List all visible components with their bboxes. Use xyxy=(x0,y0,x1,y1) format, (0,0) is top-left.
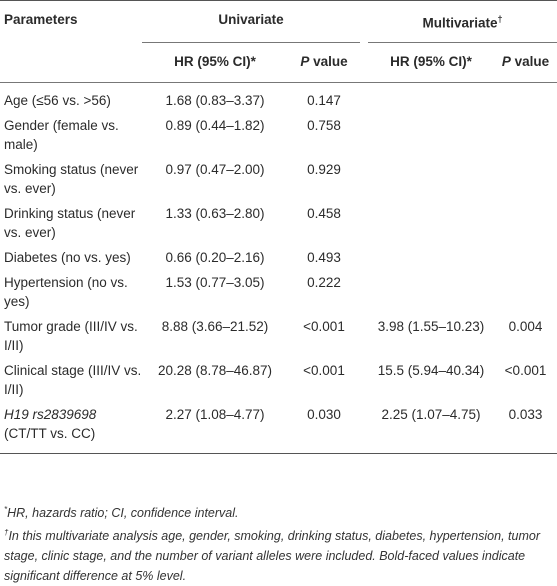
univariate-header: Univariate xyxy=(142,0,360,43)
footnote-1: *HR, hazards ratio; CI, confidence inter… xyxy=(4,505,239,521)
uni-p-header: P value xyxy=(288,42,360,83)
multivariate-header: Multivariate† xyxy=(368,0,557,43)
row-parameter: Gender (female vs. male) xyxy=(4,118,119,152)
uni-hr-cell: 1.68 (0.83–3.37) xyxy=(165,93,265,108)
row-parameter: Drinking status (never vs. ever) xyxy=(4,206,136,240)
uni-p-cell: 0.458 xyxy=(307,206,341,221)
row-parameter: Smoking status (never vs. ever) xyxy=(4,162,139,196)
multi-hr-cell: 15.5 (5.94–40.34) xyxy=(377,363,485,378)
uni-p-cell: 0.147 xyxy=(307,93,341,108)
uni-hr-cell: 0.97 (0.47–2.00) xyxy=(165,162,265,177)
table-row: H19 rs2839698 (CT/TT vs. CC) 2.27 (1.08–… xyxy=(0,399,557,454)
multi-p-cell xyxy=(494,154,557,198)
multi-hr-cell xyxy=(368,83,494,111)
row-parameter: Tumor grade (III/IV vs. I/II) xyxy=(4,319,138,353)
multi-hr-cell xyxy=(368,242,494,267)
uni-hr-cell: 2.27 (1.08–4.77) xyxy=(142,399,288,454)
multi-hr-cell xyxy=(368,110,494,154)
footnote-2: †In this multivariate analysis age, gend… xyxy=(4,528,540,584)
multi-hr-cell xyxy=(368,267,494,311)
table-row: Gender (female vs. male) 0.89 (0.44–1.82… xyxy=(0,110,557,154)
uni-hr-cell: 1.53 (0.77–3.05) xyxy=(165,275,265,290)
uni-p-cell: 0.030 xyxy=(288,399,360,454)
multi-p-cell: 0.033 xyxy=(494,399,557,454)
multi-p-header: P value xyxy=(494,42,557,83)
uni-hr-cell: 20.28 (8.78–46.87) xyxy=(157,363,273,378)
multi-hr-cell xyxy=(368,154,494,198)
uni-hr-cell: 0.89 (0.44–1.82) xyxy=(165,118,265,133)
multi-hr-cell: 2.25 (1.07–4.75) xyxy=(368,399,494,454)
table-row: Drinking status (never vs. ever) 1.33 (0… xyxy=(0,198,557,242)
row-parameter: Diabetes (no vs. yes) xyxy=(4,250,131,265)
multi-p-cell: <0.001 xyxy=(504,363,547,378)
row-parameter: Hypertension (no vs. yes) xyxy=(4,275,128,309)
multi-p-cell xyxy=(494,83,557,111)
uni-hr-cell: 0.66 (0.20–2.16) xyxy=(165,250,265,265)
uni-p-cell: <0.001 xyxy=(303,319,345,334)
table-row: Diabetes (no vs. yes) 0.66 (0.20–2.16) 0… xyxy=(0,242,557,267)
row-parameter: H19 rs2839698 (CT/TT vs. CC) xyxy=(0,399,142,454)
multi-p-cell xyxy=(494,110,557,154)
multi-hr-cell xyxy=(368,198,494,242)
results-table: Parameters Univariate Multivariate† HR (… xyxy=(0,0,557,454)
table-row: Hypertension (no vs. yes) 1.53 (0.77–3.0… xyxy=(0,267,557,311)
uni-p-cell: <0.001 xyxy=(303,363,345,378)
parameters-header: Parameters xyxy=(0,0,142,43)
multi-p-cell xyxy=(494,198,557,242)
multi-p-cell xyxy=(494,267,557,311)
row-parameter: Age (≤56 vs. >56) xyxy=(4,93,111,108)
row-parameter: Clinical stage (III/IV vs. I/II) xyxy=(4,363,142,397)
multi-p-cell xyxy=(494,242,557,267)
uni-p-cell: 0.929 xyxy=(307,162,341,177)
uni-p-cell: 0.493 xyxy=(307,250,341,265)
multi-hr-cell: 3.98 (1.55–10.23) xyxy=(377,319,485,334)
uni-hr-cell: 8.88 (3.66–21.52) xyxy=(161,319,269,334)
multi-hr-header: HR (95% CI)* xyxy=(368,42,494,83)
table-row: Tumor grade (III/IV vs. I/II) 8.88 (3.66… xyxy=(0,311,557,355)
table-row: Age (≤56 vs. >56) 1.68 (0.83–3.37) 0.147 xyxy=(0,83,557,111)
uni-hr-header: HR (95% CI)* xyxy=(142,42,288,83)
uni-hr-cell: 1.33 (0.63–2.80) xyxy=(165,206,265,221)
uni-p-cell: 0.758 xyxy=(307,118,341,133)
multi-p-cell: 0.004 xyxy=(508,319,543,334)
footnotes: *HR, hazards ratio; CI, confidence inter… xyxy=(4,500,554,586)
table-row: Smoking status (never vs. ever) 0.97 (0.… xyxy=(0,154,557,198)
uni-p-cell: 0.222 xyxy=(307,275,341,290)
table-row: Clinical stage (III/IV vs. I/II) 20.28 (… xyxy=(0,355,557,399)
